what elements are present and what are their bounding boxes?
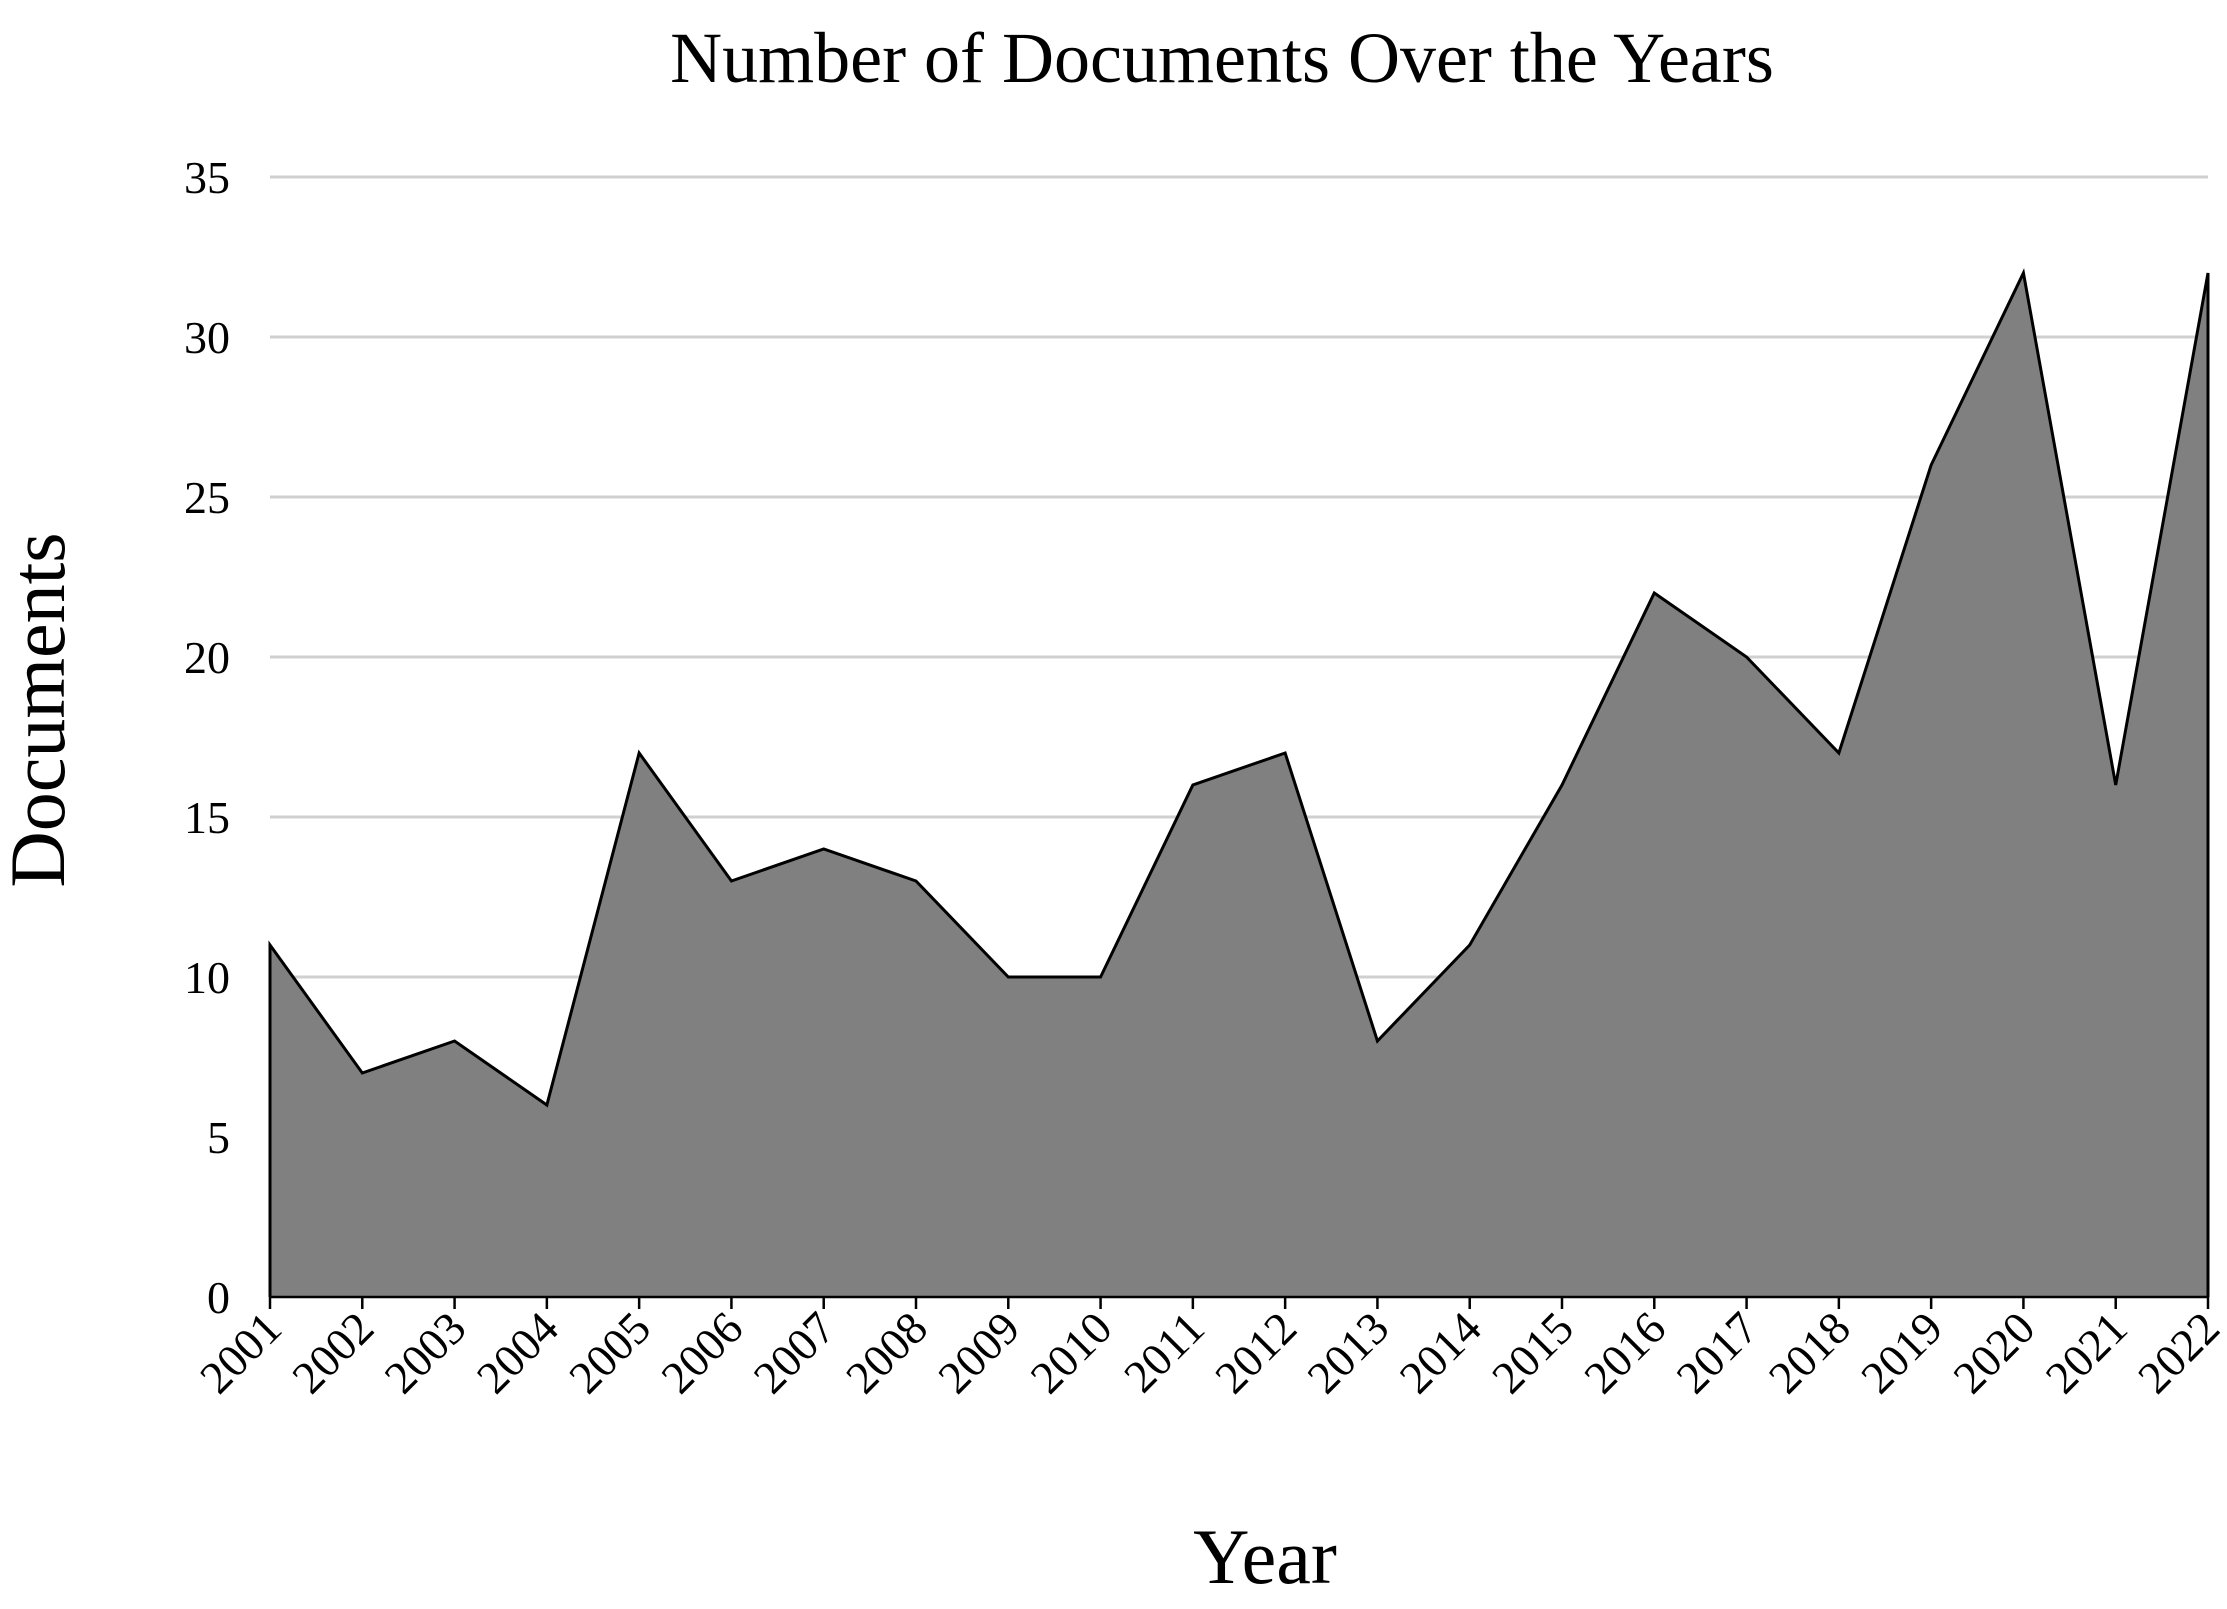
y-tick-label: 10 (184, 952, 230, 1003)
axes (268, 1295, 2210, 1309)
x-tick-label: 2016 (1574, 1302, 1675, 1403)
y-tick-label: 30 (184, 312, 230, 363)
x-tick-label: 2014 (1390, 1302, 1491, 1403)
series-line (268, 268, 2210, 1297)
area-layer (268, 268, 2210, 1297)
x-tick-labels: 2001200220032004200520062007200820092010… (190, 1302, 2227, 1403)
y-tick-label: 35 (184, 152, 230, 203)
x-axis-title: Year (1193, 1513, 1337, 1600)
y-tick-label: 0 (207, 1272, 230, 1323)
area-fill (270, 273, 2208, 1297)
x-tick-label: 2002 (282, 1302, 383, 1403)
y-tick-label: 20 (184, 632, 230, 683)
x-tick-label: 2013 (1297, 1302, 1398, 1403)
x-tick-label: 2010 (1021, 1302, 1122, 1403)
x-tick-label: 2001 (190, 1302, 291, 1403)
x-tick-label: 2017 (1667, 1302, 1768, 1403)
chart-title: Number of Documents Over the Years (670, 18, 1774, 98)
x-tick-label: 2021 (2036, 1302, 2137, 1403)
y-tick-labels: 0 5 10 15 20 25 30 35 (184, 152, 230, 1323)
x-tick-label: 2004 (467, 1302, 568, 1403)
x-tick-label: 2011 (1114, 1302, 1214, 1402)
y-tick-label: 25 (184, 472, 230, 523)
x-tick-label: 2022 (2128, 1302, 2227, 1403)
x-tick-label: 2007 (744, 1302, 845, 1403)
x-tick-label: 2020 (1943, 1302, 2044, 1403)
y-tick-label: 15 (184, 792, 230, 843)
x-tick-label: 2015 (1482, 1302, 1583, 1403)
y-tick-label: 5 (207, 1112, 230, 1163)
x-tick-label: 2003 (375, 1302, 476, 1403)
x-tick-label: 2012 (1205, 1302, 1306, 1403)
y-axis-title: Documents (0, 532, 81, 887)
x-tick-label: 2005 (559, 1302, 660, 1403)
x-tick-label: 2006 (651, 1302, 752, 1403)
x-tick-label: 2018 (1759, 1302, 1860, 1403)
x-tick-label: 2008 (836, 1302, 937, 1403)
x-tick-label: 2009 (928, 1302, 1029, 1403)
x-tick-label: 2019 (1851, 1302, 1952, 1403)
